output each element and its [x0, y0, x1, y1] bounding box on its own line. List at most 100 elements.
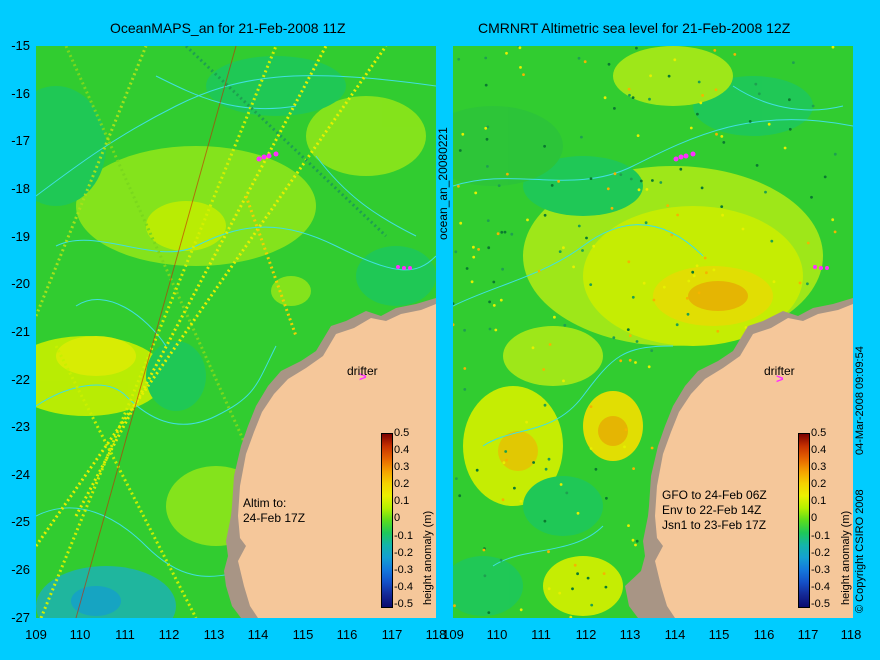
track-dot — [687, 279, 691, 283]
track-dot — [627, 87, 631, 91]
track-dot — [833, 152, 837, 156]
y-tick-label: -25 — [11, 514, 30, 529]
track-dot — [748, 120, 752, 123]
track-dot — [453, 323, 455, 327]
track-dot — [697, 291, 701, 295]
track-dot — [525, 420, 528, 424]
track-dot — [558, 591, 562, 595]
track-dot — [463, 367, 467, 370]
y-tick-label: -24 — [11, 467, 30, 482]
y-tick-label: -20 — [11, 276, 30, 291]
x-tick-label: 113 — [619, 627, 641, 642]
left-map-svg: > — [36, 46, 436, 618]
track-dot — [754, 82, 758, 86]
track-dot — [499, 298, 503, 302]
track-dot — [513, 486, 516, 490]
track-dot — [571, 587, 574, 591]
track-dot — [604, 585, 608, 589]
x-tick-label: 117 — [797, 627, 819, 642]
track-dot — [649, 74, 652, 78]
svg-text:>: > — [776, 371, 784, 386]
track-dot — [547, 457, 551, 461]
track-dot — [715, 132, 718, 136]
track-dot — [519, 499, 523, 503]
track-dot — [632, 467, 635, 470]
track-dot — [662, 285, 666, 289]
track-dot — [465, 267, 469, 270]
track-dot — [519, 608, 523, 612]
track-dot — [458, 494, 462, 498]
track-dot — [472, 255, 476, 259]
track-dot — [757, 92, 761, 96]
track-dot — [639, 179, 643, 183]
track-dot — [537, 269, 541, 273]
track-dot — [475, 468, 479, 472]
colorbar-gradient — [799, 434, 809, 607]
track-dot — [605, 496, 608, 500]
track-dot — [637, 188, 641, 192]
track-dot — [720, 135, 724, 138]
colorbar-tick: 0.3 — [811, 461, 827, 473]
y-tick-label: -27 — [11, 610, 30, 625]
track-dot — [547, 550, 550, 554]
track-dot — [496, 232, 500, 236]
track-dot — [647, 365, 651, 369]
track-dot — [559, 483, 563, 486]
track-dot — [772, 280, 776, 284]
colorbar-gradient — [382, 434, 392, 607]
track-dot — [701, 94, 704, 97]
x-tick-label: 110 — [69, 627, 91, 642]
track-dot — [722, 141, 726, 144]
x-tick-label: 116 — [336, 627, 358, 642]
track-dot — [755, 164, 759, 167]
colorbar-tick: -0.1 — [394, 530, 413, 542]
track-dot — [764, 190, 767, 194]
track-dot — [696, 112, 699, 116]
track-dot — [470, 280, 474, 284]
track-dot — [562, 246, 565, 250]
track-dot — [634, 543, 637, 547]
track-dot — [631, 96, 635, 99]
track-dot — [619, 173, 623, 176]
track-dot — [811, 104, 815, 108]
track-dot — [581, 249, 584, 252]
track-dot — [652, 298, 656, 302]
track-dot — [806, 282, 809, 286]
track-dot — [557, 180, 560, 183]
x-tick-label: 115 — [292, 627, 314, 642]
x-tick-label: 118 — [840, 627, 862, 642]
track-dot — [477, 248, 480, 251]
right-drifter-label: drifter — [764, 364, 795, 378]
track-dot — [659, 181, 663, 184]
track-dot — [458, 149, 462, 152]
colorbar-tick: 0.4 — [394, 444, 410, 456]
track-dot — [741, 227, 745, 231]
colorbar-tick: 0.1 — [394, 495, 410, 507]
track-dot — [716, 329, 720, 333]
track-dot — [457, 57, 461, 61]
track-dot — [463, 388, 467, 391]
track-dot — [461, 132, 465, 136]
colorbar-tick: 0.1 — [811, 495, 827, 507]
track-dot — [457, 184, 460, 188]
left-drifter-label: drifter — [347, 364, 378, 378]
track-dot — [733, 53, 737, 56]
track-dot — [607, 62, 611, 66]
y-tick-label: -15 — [11, 38, 30, 53]
track-dot — [583, 60, 587, 64]
colorbar-tick: 0.2 — [811, 478, 827, 490]
track-dot — [626, 328, 630, 331]
track-dot — [699, 101, 703, 105]
track-dot — [562, 379, 565, 383]
track-dot — [619, 359, 623, 363]
track-dot — [651, 179, 654, 182]
track-dot — [589, 405, 593, 408]
track-dot — [695, 264, 699, 268]
track-dot — [501, 267, 504, 271]
track-dot — [543, 403, 547, 407]
track-dot — [675, 323, 679, 327]
copyright-label: © Copyright CSIRO 2008 — [854, 489, 866, 613]
track-dot — [548, 343, 552, 346]
annotation-line: GFO to 24-Feb 06Z — [662, 488, 767, 502]
x-tick-label: 111 — [531, 627, 551, 642]
